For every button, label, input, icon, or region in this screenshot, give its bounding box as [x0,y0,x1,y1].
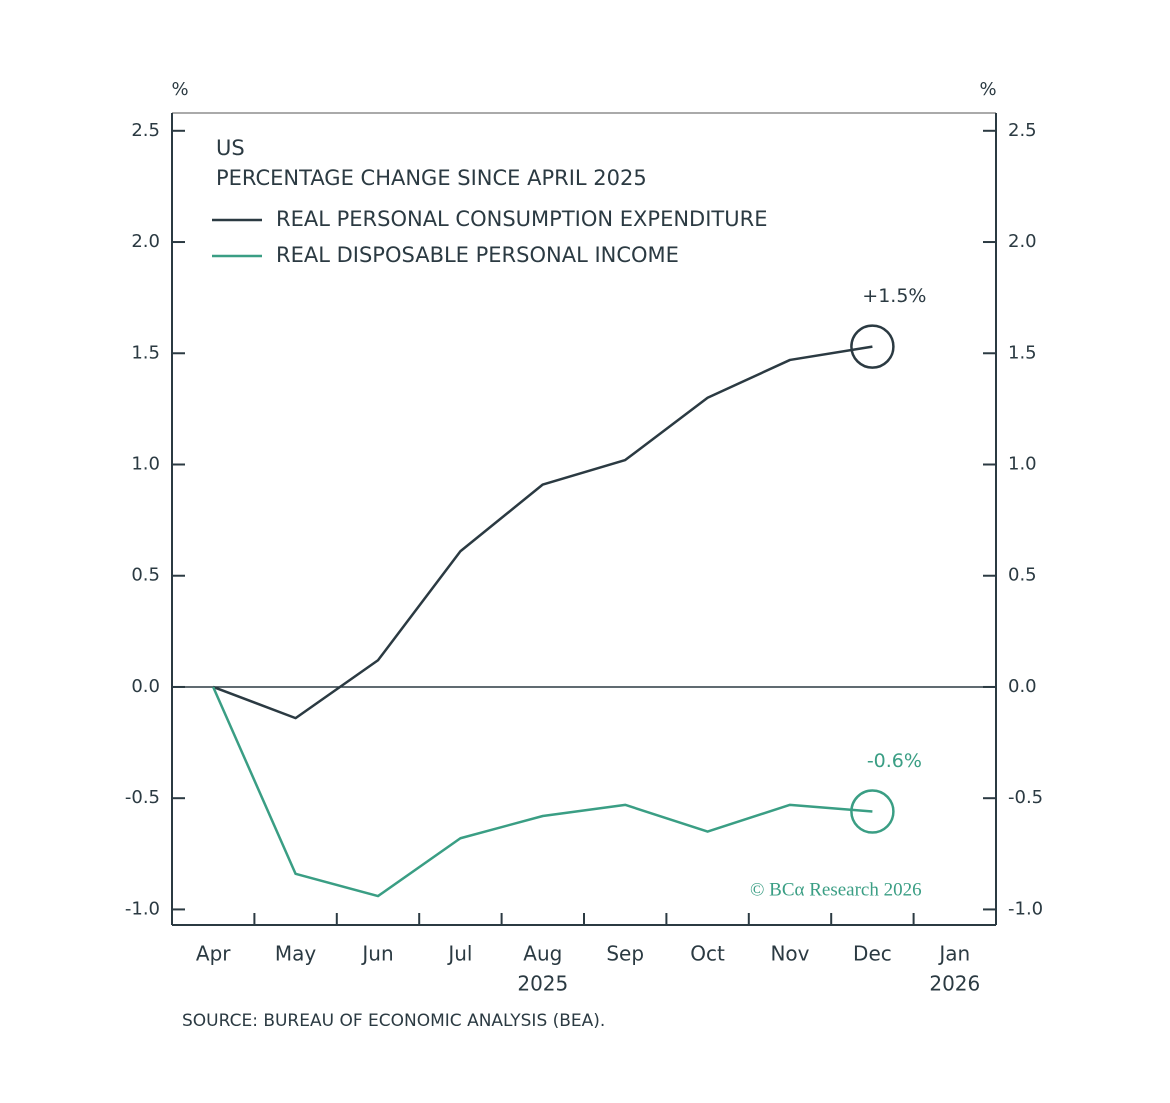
x-tick-label: Oct [690,942,725,966]
y2-tick-label: 2.0 [1008,231,1037,252]
y-tick-label: 2.5 [131,120,160,141]
end-label: -0.6% [867,750,922,772]
legend-label: REAL PERSONAL CONSUMPTION EXPENDITURE [276,207,767,231]
y-tick-label: 0.0 [131,676,160,697]
watermark-box [745,877,971,905]
x-tick-label: Nov [770,942,809,966]
y-tick-label: 1.0 [131,453,160,474]
y-tick-label: 1.5 [131,342,160,363]
y-tick-label: 0.5 [131,565,160,586]
y2-tick-label: 2.5 [1008,120,1037,141]
x-tick-label: Sep [606,942,644,966]
chart-title: US [216,136,245,160]
source: SOURCE: BUREAU OF ECONOMIC ANALYSIS (BEA… [182,1011,605,1031]
y-unit: % [171,79,188,100]
y-tick-label: 2.0 [131,231,160,252]
series-line [212,345,873,720]
y2-tick-label: 0.0 [1008,676,1037,697]
watermark: © BCα Research 2026 [750,879,922,900]
x-tick-label: Jan [937,942,970,966]
y2-tick-label: -0.5 [1008,787,1043,808]
x-tick-label: Jul [446,942,472,966]
chart-subtitle: PERCENTAGE CHANGE SINCE APRIL 2025 [216,166,647,190]
end-label: +1.5% [862,285,926,307]
y-tick-label: -0.5 [125,787,160,808]
x-tick-label: Dec [853,942,892,966]
x-year-label: 2025 [517,972,568,996]
y2-tick-label: 0.5 [1008,565,1037,586]
x-tick-label: May [275,942,317,966]
y2-unit: % [979,79,996,100]
end-circle [850,789,895,834]
x-tick-label: Jun [360,942,393,966]
y-tick-label: -1.0 [125,898,160,919]
x-tick-label: Apr [196,942,231,966]
x-tick-label: Aug [523,942,562,966]
y2-tick-label: 1.5 [1008,342,1037,363]
end-circle [850,324,895,369]
legend-label: REAL DISPOSABLE PERSONAL INCOME [276,243,679,267]
x-year-label: 2026 [929,972,980,996]
series-line [212,686,873,898]
y2-tick-label: 1.0 [1008,453,1037,474]
y2-tick-label: -1.0 [1008,898,1043,919]
